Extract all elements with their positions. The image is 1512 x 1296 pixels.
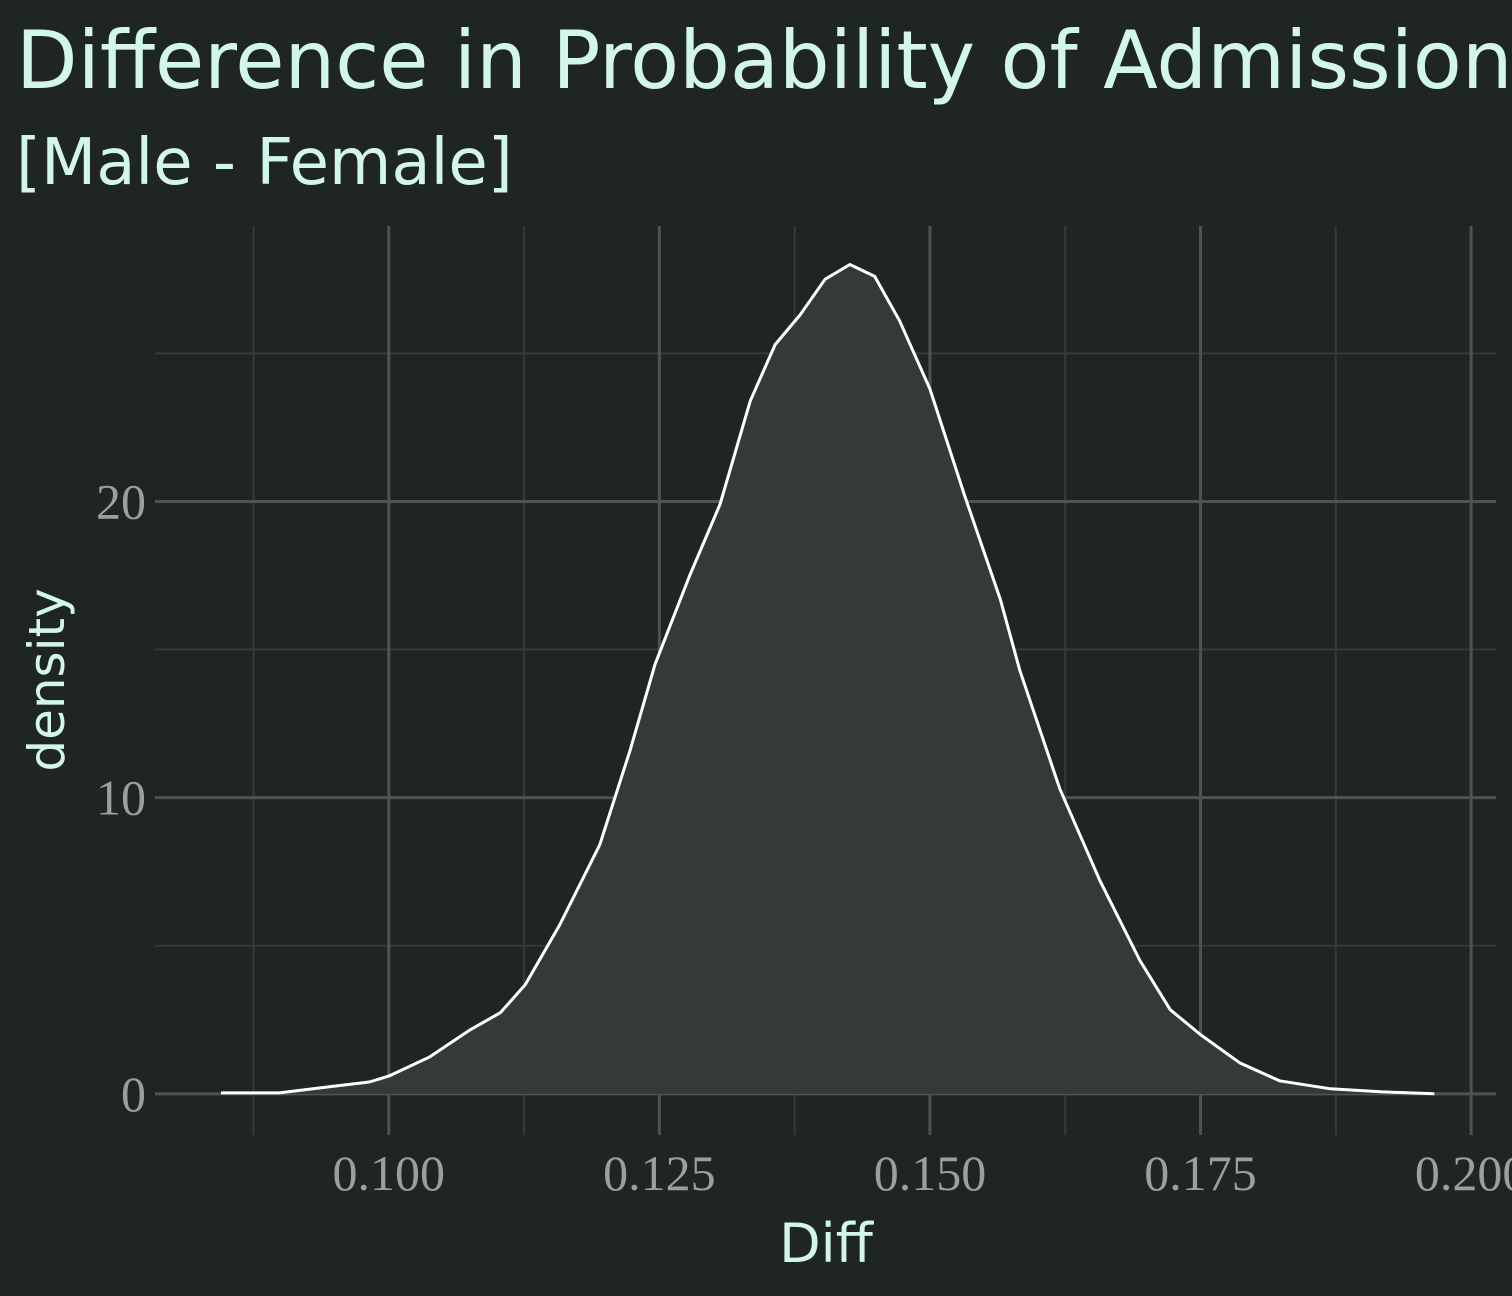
- labels: 0.100 0.125 0.150 0.175 0.200 0 10 20: [96, 473, 1512, 1201]
- y-tick-label: 10: [96, 770, 146, 826]
- x-tick-label: 0.150: [874, 1145, 987, 1201]
- x-axis-label: Diff: [779, 1212, 875, 1275]
- x-tick-label: 0.100: [333, 1145, 446, 1201]
- x-tick-label: 0.200: [1415, 1145, 1512, 1201]
- chart-title: Difference in Probability of Admission: [16, 14, 1512, 107]
- marks: [221, 263, 1435, 1096]
- x-tick-label: 0.175: [1144, 1145, 1257, 1201]
- density-area: [221, 264, 1435, 1094]
- x-tick-label: 0.125: [603, 1145, 716, 1201]
- density-line: [221, 263, 1435, 1096]
- chart-subtitle: [Male - Female]: [16, 126, 513, 200]
- y-axis-label: density: [18, 588, 76, 771]
- y-tick-label: 0: [121, 1066, 146, 1122]
- y-tick-label: 20: [96, 473, 146, 529]
